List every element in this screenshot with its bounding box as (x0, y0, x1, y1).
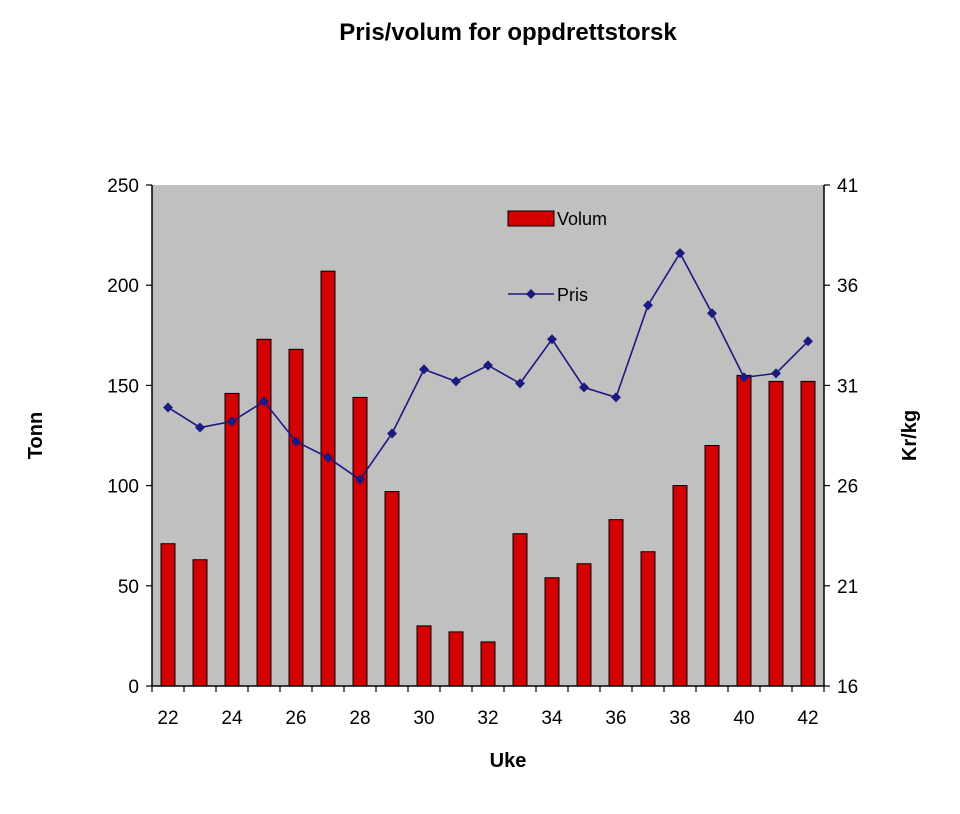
legend-swatch-volum (507, 210, 555, 227)
x-tick-label: 24 (221, 708, 243, 729)
point-pris-week-31 (451, 376, 461, 387)
y-right-tick-label: 41 (837, 176, 858, 197)
legend-label-pris: Pris (557, 285, 588, 305)
y-right-tick-label: 26 (837, 477, 858, 498)
point-pris-week-41 (771, 368, 781, 379)
x-tick-label: 36 (605, 708, 626, 729)
plot-area (152, 185, 824, 686)
y-axis-left-title: Tonn (25, 412, 47, 459)
y-right-tick-label: 36 (837, 276, 858, 297)
legend: Volum Pris (507, 209, 607, 305)
point-pris-week-34 (547, 334, 557, 345)
bar-volum-week-24 (224, 392, 240, 687)
bar-volum-week-33 (512, 533, 528, 687)
bar-volum-week-28 (352, 396, 368, 687)
point-pris-week-26 (291, 436, 301, 447)
point-pris-week-22 (163, 402, 173, 413)
x-tick-label: 28 (349, 708, 370, 729)
legend-swatch-pris-marker (526, 289, 536, 299)
point-pris-week-35 (579, 382, 589, 393)
y-left-tick-label: 250 (107, 176, 139, 197)
bar-volum-week-40 (736, 374, 752, 687)
point-pris-week-23 (195, 422, 205, 433)
point-pris-week-28 (355, 474, 365, 485)
legend-label-volum: Volum (557, 209, 607, 229)
y-left-tick-label: 100 (107, 477, 139, 498)
bar-volum-week-36 (608, 519, 624, 687)
x-tick-label: 42 (797, 708, 818, 729)
bar-volum-week-29 (384, 491, 400, 687)
bar-volum-week-27 (320, 270, 336, 687)
y-left-tick-label: 50 (118, 577, 139, 598)
point-pris-week-38 (675, 248, 685, 259)
point-pris-week-25 (259, 396, 269, 407)
bar-volum-week-31 (448, 631, 464, 687)
x-tick-label: 26 (285, 708, 306, 729)
bar-volum-week-42 (800, 380, 816, 687)
y-left-tick-label: 200 (107, 276, 139, 297)
bar-volum-week-26 (288, 348, 304, 687)
point-pris-week-37 (643, 300, 653, 311)
point-pris-week-40 (739, 372, 749, 383)
x-tick-label: 40 (733, 708, 754, 729)
x-tick-label: 22 (157, 708, 178, 729)
bar-volum-week-22 (160, 543, 176, 687)
y-right-tick-label: 31 (837, 376, 858, 397)
bar-volum-week-41 (768, 380, 784, 687)
x-tick-label: 30 (413, 708, 434, 729)
point-pris-week-29 (387, 428, 397, 439)
bar-volum-week-23 (192, 559, 208, 687)
y-left-tick-label: 150 (107, 376, 139, 397)
bar-volum-week-32 (480, 641, 496, 687)
bar-volum-week-37 (640, 551, 656, 687)
bar-volum-week-39 (704, 445, 720, 687)
y-right-tick-label: 21 (837, 577, 858, 598)
point-pris-week-32 (483, 360, 493, 371)
point-pris-week-36 (611, 392, 621, 403)
x-tick-label: 38 (669, 708, 690, 729)
y-left-tick-label: 0 (128, 677, 139, 698)
bar-volum-week-34 (544, 577, 560, 687)
point-pris-week-27 (323, 452, 333, 463)
point-pris-week-24 (227, 416, 237, 427)
bar-volum-week-35 (576, 563, 592, 687)
bar-volum-week-38 (672, 485, 688, 687)
point-pris-week-30 (419, 364, 429, 375)
bar-volum-week-30 (416, 625, 432, 687)
point-pris-week-42 (803, 336, 813, 347)
x-tick-label: 34 (541, 708, 563, 729)
x-tick-label: 32 (477, 708, 498, 729)
bar-volum-week-25 (256, 338, 272, 687)
point-pris-week-33 (515, 378, 525, 389)
chart-title: Pris/volum for oppdrettstorsk (339, 19, 677, 46)
point-pris-week-39 (707, 308, 717, 319)
y-right-tick-label: 16 (837, 677, 858, 698)
y-axis-right-title: Kr/kg (899, 410, 921, 461)
x-axis-title: Uke (490, 750, 527, 772)
